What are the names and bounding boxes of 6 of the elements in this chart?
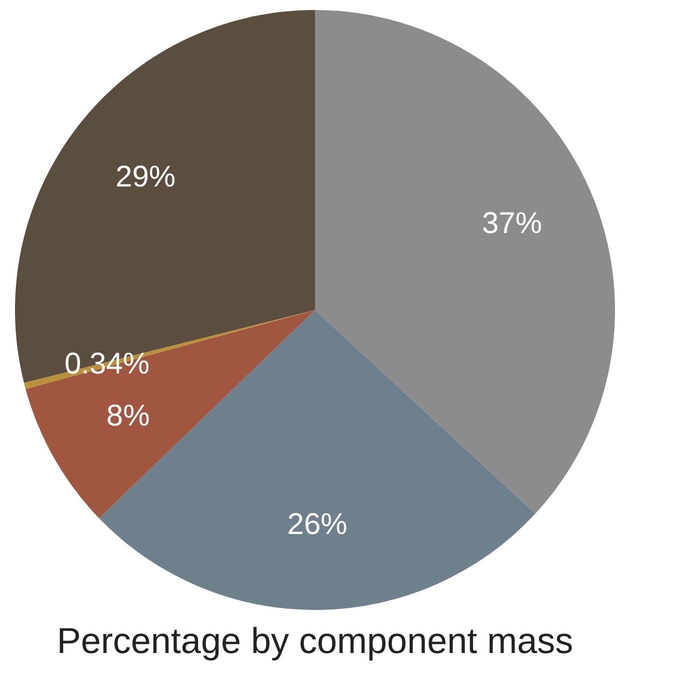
data-label: 29%: [116, 160, 176, 194]
data-label: 37%: [482, 206, 542, 240]
data-label: 8%: [106, 399, 150, 432]
data-label: 26%: [287, 508, 348, 541]
text: Percentage by component mass: [56, 620, 574, 661]
data-label: 0.34%: [64, 347, 150, 380]
